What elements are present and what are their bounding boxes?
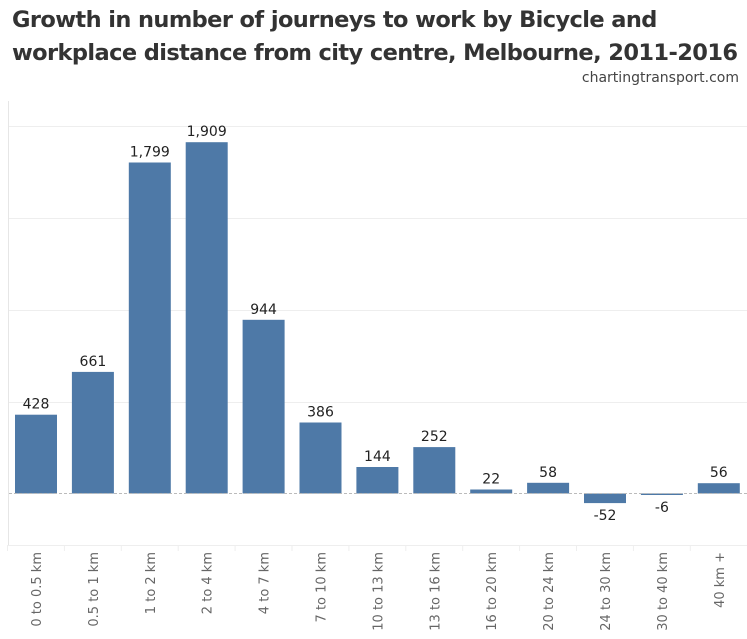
data-label: 428: [23, 397, 50, 413]
x-tick-label: 4 to 7 km: [258, 552, 273, 614]
x-tick-label: 24 to 30 km: [599, 552, 614, 631]
data-label: 661: [80, 354, 107, 370]
chart-title-line-2: workplace distance from city centre, Mel…: [12, 40, 738, 66]
data-label: 252: [421, 429, 448, 445]
x-tick-label: 1 to 2 km: [144, 552, 159, 614]
data-label: -52: [594, 508, 617, 524]
bar[interactable]: [299, 422, 342, 494]
bar[interactable]: [640, 493, 683, 496]
source-credit: chartingtransport.com: [581, 70, 739, 86]
x-tick-label: 40 km +: [713, 552, 728, 608]
bar[interactable]: [413, 447, 456, 494]
x-tick-label: 13 to 16 km: [428, 552, 443, 631]
gridlines: [9, 126, 747, 403]
data-label: 386: [307, 405, 334, 421]
bar[interactable]: [128, 162, 171, 494]
bar[interactable]: [71, 371, 114, 494]
data-label: 144: [364, 449, 391, 465]
bar[interactable]: [185, 142, 228, 494]
data-label: 58: [539, 465, 557, 481]
x-tick-label: 20 to 24 km: [542, 552, 557, 631]
x-tick-label: 0.5 to 1 km: [87, 552, 102, 627]
x-tick-label: 16 to 20 km: [485, 552, 500, 631]
x-tick-label: 0 to 0.5 km: [30, 552, 45, 627]
bar[interactable]: [356, 467, 399, 494]
x-tick-label: 7 to 10 km: [315, 552, 330, 622]
data-label: 1,909: [187, 124, 227, 140]
bar[interactable]: [15, 414, 57, 494]
data-label: 1,799: [130, 145, 170, 161]
bar[interactable]: [697, 483, 740, 494]
bars: [15, 142, 740, 504]
data-labels: 428 661 1,799 1,909 944 386 144 252 22 58 -52 -6 56: [23, 124, 728, 524]
data-label: 944: [250, 302, 277, 318]
bar[interactable]: [584, 493, 626, 504]
chart-title: Growth in number of journeys to work by …: [12, 4, 742, 70]
data-label: 22: [482, 472, 500, 488]
data-label: 56: [710, 465, 728, 481]
x-tick-labels: 0 to 0.5 km 0.5 to 1 km 1 to 2 km 2 to 4 km…: [7, 545, 728, 631]
x-tick-label: 2 to 4 km: [201, 552, 216, 614]
x-tick-label: 30 to 40 km: [656, 552, 671, 631]
bar[interactable]: [470, 489, 513, 494]
x-tick-label: 10 to 13 km: [371, 552, 386, 631]
chart-title-line-1: Growth in number of journeys to work by …: [12, 7, 657, 33]
bar[interactable]: [527, 482, 570, 494]
bar[interactable]: [242, 319, 285, 494]
data-label: -6: [655, 500, 669, 516]
